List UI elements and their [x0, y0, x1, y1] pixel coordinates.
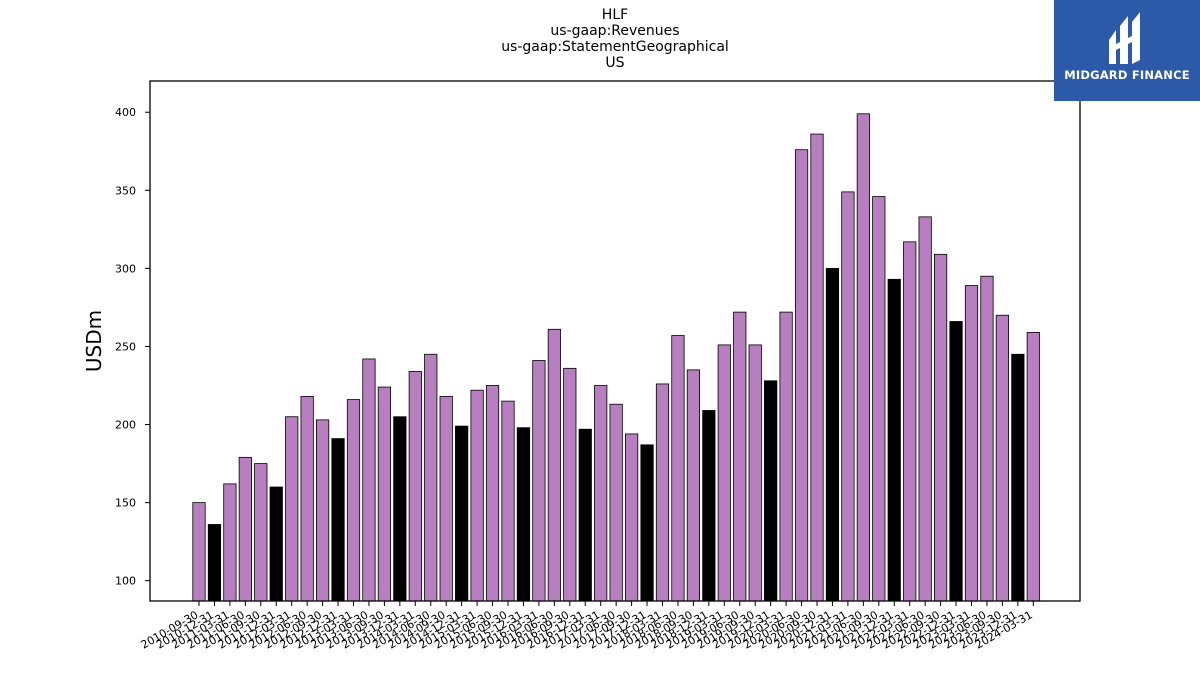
bar-2022-06-30 [918, 216, 932, 602]
brand-logo: MIDGARD FINANCE [1054, 0, 1200, 101]
bar-2017-12-31 [640, 444, 654, 602]
bar-2023-09-30 [995, 314, 1010, 602]
bar-2012-09-30 [315, 419, 330, 602]
y-axis: 100 150 200 250 300 350 400 [115, 106, 150, 588]
y-axis-label: USDm [82, 310, 106, 372]
bar-2020-06-30 [794, 149, 809, 602]
chart-title-line-4: US [605, 55, 625, 71]
bar-2012-03-31 [285, 416, 299, 602]
y-tick-label: 150 [115, 497, 136, 510]
bar-2012-06-30 [300, 396, 314, 602]
bar-2023-12-31 [1011, 353, 1025, 602]
bars-layer [192, 113, 1040, 602]
bar-2023-06-30 [980, 275, 994, 602]
bar-2014-03-31 [408, 371, 422, 602]
y-tick-label: 300 [115, 262, 136, 275]
bar-2015-03-31 [470, 389, 484, 602]
bar-2018-03-31 [655, 383, 670, 602]
bar-2019-03-31 [717, 344, 731, 602]
bar-2015-06-30 [485, 385, 500, 602]
chart-title-line-3: us-gaap:StatementGeographical [501, 39, 729, 55]
brand-name: MIDGARD FINANCE [1064, 68, 1190, 82]
bar-2013-06-30 [362, 358, 376, 602]
y-tick-label: 350 [115, 184, 136, 197]
bar-2015-09-30 [501, 400, 515, 602]
bar-2017-03-31 [594, 385, 608, 602]
y-tick-label: 400 [115, 106, 136, 119]
bar-2021-03-31 [841, 191, 855, 602]
bar-2014-06-30 [424, 353, 438, 602]
x-axis: 2010-09-302010-12-312011-03-312011-06-30… [139, 601, 1035, 652]
bar-2018-09-30 [686, 369, 701, 602]
bar-2016-06-30 [547, 328, 561, 602]
bar-2011-06-30 [238, 456, 252, 602]
bar-2020-03-31 [779, 311, 793, 602]
bar-2011-03-31 [223, 483, 237, 602]
bar-2022-09-30 [934, 253, 948, 602]
bar-2020-12-31 [825, 267, 840, 602]
bar-2018-12-31 [702, 410, 716, 602]
chart-title: HLF us-gaap:Revenues us-gaap:StatementGe… [415, 7, 815, 71]
bar-2016-09-30 [563, 367, 577, 602]
bar-2017-09-30 [625, 433, 639, 602]
y-tick-label: 100 [115, 575, 136, 588]
bar-2021-06-30 [856, 113, 870, 602]
bar-2016-03-31 [532, 360, 546, 602]
bar-2018-06-30 [671, 335, 685, 602]
bar-2020-09-30 [810, 133, 824, 602]
bar-2011-12-31 [269, 486, 283, 602]
y-tick-label: 200 [115, 419, 136, 432]
bar-2022-03-31 [903, 241, 917, 602]
bar-2013-03-31 [346, 399, 361, 602]
bar-2022-12-31 [949, 321, 963, 602]
bar-2014-12-31 [455, 425, 469, 602]
bar-2019-12-31 [764, 380, 778, 602]
bar-2021-09-30 [872, 196, 886, 602]
bar-2013-12-31 [393, 416, 407, 602]
bar-2021-12-31 [887, 278, 901, 602]
chart-title-line-1: HLF [601, 7, 629, 23]
bar-2015-12-31 [516, 427, 531, 602]
bar-2023-03-31 [964, 285, 979, 602]
bar-2016-12-31 [578, 428, 592, 602]
bar-2010-12-31 [207, 524, 222, 602]
y-tick-label: 250 [115, 340, 136, 353]
bar-2019-09-30 [748, 344, 762, 602]
bar-2010-09-30 [192, 502, 206, 602]
plot-frame [149, 80, 1081, 602]
bar-2014-09-30 [439, 396, 453, 602]
bar-2013-09-30 [377, 386, 392, 602]
bar-2024-03-31 [1026, 332, 1040, 602]
bar-2012-12-31 [331, 438, 345, 602]
bar-2011-09-30 [254, 463, 268, 602]
midgard-logo-icon [1054, 0, 1200, 101]
bar-2017-06-30 [609, 403, 623, 602]
chart-title-line-2: us-gaap:Revenues [550, 23, 680, 39]
bar-2019-06-30 [733, 311, 747, 602]
